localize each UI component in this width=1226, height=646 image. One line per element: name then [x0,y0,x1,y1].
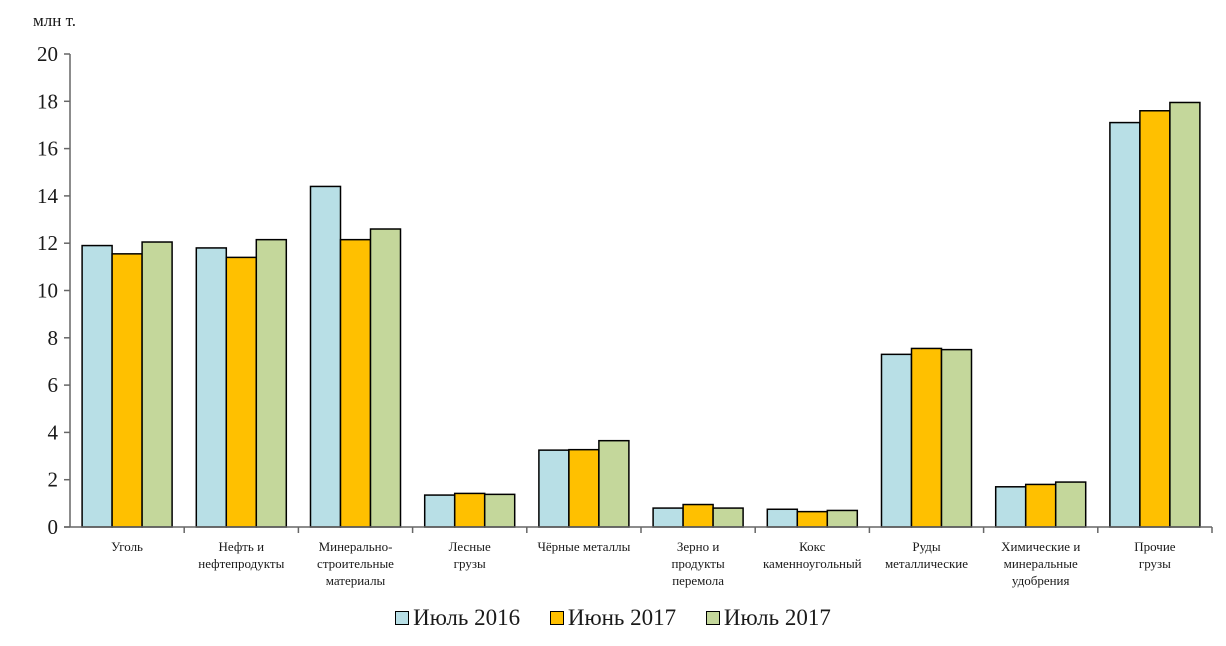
bar-series2-cat5 [712,507,744,528]
x-axis-labels: Уголь Нефть и нефтепродукты Минерально-стро… [111,527,1213,588]
legend-swatch-2 [705,611,720,625]
x-category-label-6: Кокс каменноугольный [763,539,862,571]
y-tick-label-5: 10 [37,279,58,303]
y-tick-label-4: 8 [48,326,59,350]
y-tick-label-1: 2 [48,468,59,492]
x-category-label-1: Нефть и нефтепродукты [198,539,284,571]
x-category-label-7: Руды металлические [885,539,968,571]
y-tick-label-3: 6 [48,373,59,397]
legend-label-0: Июль 2016 [413,605,521,630]
bar-series0-cat5 [652,507,684,528]
legend-label-1: Июнь 2017 [567,605,677,630]
bar-series0-cat6 [766,508,799,528]
bar-series2-cat6 [826,509,859,528]
bar-series1-cat1 [225,256,258,528]
bar-series0-cat0 [81,244,113,528]
bar-series0-cat2 [309,185,342,528]
legend-swatch-1 [549,611,564,625]
bar-series0-cat3 [423,494,456,528]
bar-series1-cat8 [1024,483,1057,528]
x-category-label-5: Зерно и продукты перемола [671,539,725,588]
bar-series1-cat3 [453,492,486,528]
bar-series2-cat8 [1054,481,1087,528]
bar-series1-cat4 [568,448,600,528]
bar-series1-cat7 [910,347,943,528]
legend-item-0: Июль 2016 [395,605,520,631]
y-tick-label-0: 0 [48,515,59,539]
bar-series0-cat7 [880,353,913,528]
x-category-label-2: Минерально-строительные материалы [317,539,394,588]
bar-series2-cat9 [1169,101,1201,528]
bar-series0-cat1 [195,247,228,528]
x-category-label-4: Чёрные металлы [537,539,630,554]
y-tick-label-6: 12 [37,231,58,255]
x-category-label-9: Прочие грузы [1134,539,1176,571]
bar-series2-cat7 [940,348,973,528]
legend-label-2: Июль 2017 [723,605,831,630]
legend: Июль 2016 Июнь 2017 Июль 2017 [0,605,1226,631]
y-tick-label-7: 14 [37,184,59,208]
bar-series0-cat9 [1109,121,1141,528]
bar-series1-cat5 [682,503,714,528]
y-tick-label-2: 4 [48,420,59,444]
bar-series2-cat2 [369,228,402,528]
bars-group [81,101,1201,528]
bar-series2-cat0 [141,241,173,528]
bar-series1-cat2 [339,238,372,528]
y-axis-ticks: 0 2 4 6 8 10 12 14 16 18 20 [37,42,70,539]
bar-series2-cat3 [483,493,516,528]
y-tick-label-8: 16 [37,137,58,161]
x-category-label-0: Уголь [111,539,143,554]
bar-series1-cat9 [1139,110,1171,528]
bar-series1-cat0 [111,253,143,528]
x-category-label-8: Химические и минеральные удобрения [1001,539,1080,588]
x-category-label-3: Лесные грузы [449,539,491,571]
legend-item-1: Июнь 2017 [549,605,677,631]
y-tick-label-9: 18 [37,89,58,113]
legend-item-2: Июль 2017 [705,605,831,631]
bar-series2-cat1 [255,238,288,528]
bar-series1-cat6 [796,510,829,528]
y-axis-unit-label: млн т. [33,11,76,30]
bar-series2-cat4 [598,439,630,528]
bar-chart: млн т. 0 2 4 6 8 10 12 14 16 18 20 Уголь Нефть и неф… [33,11,1213,588]
legend-swatch-0 [395,611,410,625]
bar-series0-cat8 [994,486,1027,528]
y-tick-label-10: 20 [37,42,58,66]
bar-series0-cat4 [538,449,570,528]
